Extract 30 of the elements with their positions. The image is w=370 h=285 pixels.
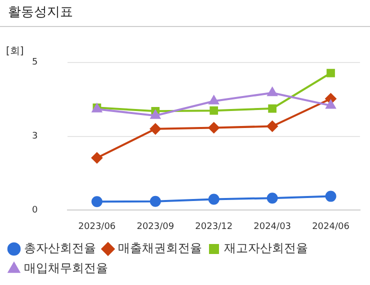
x-tick-label: 2023/09 bbox=[136, 222, 174, 232]
point bbox=[150, 110, 160, 119]
x-tick-label: 2024/06 bbox=[312, 222, 350, 232]
point bbox=[208, 122, 220, 134]
point bbox=[208, 96, 219, 104]
legend-label: 매출채권회전율 bbox=[118, 241, 202, 256]
point bbox=[91, 152, 102, 164]
y-tick-label: 3 bbox=[32, 132, 38, 142]
point bbox=[267, 87, 278, 96]
y-tick-label: 0 bbox=[32, 206, 38, 216]
point bbox=[325, 190, 336, 202]
legend-label: 재고자산회전율 bbox=[224, 241, 308, 256]
point bbox=[268, 104, 276, 113]
x-tick-label: 2023/06 bbox=[78, 222, 116, 232]
point bbox=[266, 192, 278, 204]
point bbox=[150, 123, 161, 134]
x-tick-label: 2023/12 bbox=[195, 222, 233, 232]
y-axis-title: [회] bbox=[6, 46, 24, 57]
point bbox=[210, 106, 218, 115]
point bbox=[266, 120, 278, 132]
point bbox=[208, 194, 220, 205]
y-tick-label: 5 bbox=[32, 58, 38, 68]
chart-title: 활동성지표 bbox=[0, 0, 370, 27]
point bbox=[326, 100, 336, 109]
legend-label: 매입채무회전율 bbox=[24, 261, 108, 276]
x-tick-label: 2024/03 bbox=[254, 222, 292, 232]
point bbox=[150, 196, 161, 207]
legend-label: 총자산회전율 bbox=[24, 241, 96, 256]
point bbox=[91, 196, 102, 208]
point bbox=[326, 68, 335, 78]
